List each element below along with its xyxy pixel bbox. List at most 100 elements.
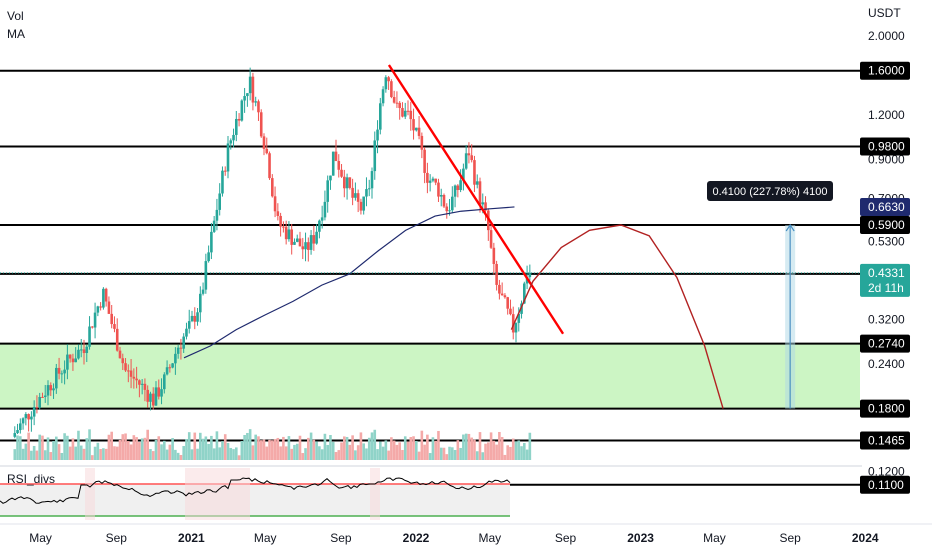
- vol-label[interactable]: Vol: [7, 9, 24, 23]
- volume-bar: [481, 452, 485, 460]
- candle-body: [415, 127, 418, 131]
- volume-bar: [312, 439, 316, 460]
- candle-body: [520, 303, 523, 314]
- volume-bar: [138, 442, 141, 460]
- volume-bar: [113, 446, 116, 460]
- trendline: [387, 64, 565, 335]
- volume-bar: [135, 437, 138, 460]
- volume-bar: [492, 440, 496, 460]
- candle-body: [523, 283, 526, 304]
- volume-bar: [140, 438, 144, 460]
- candle-body: [379, 103, 382, 130]
- candle-body: [495, 263, 498, 285]
- time-tick: Sep: [555, 531, 577, 545]
- support-zone: [0, 343, 860, 409]
- candle-body: [315, 231, 318, 244]
- volume-bar: [212, 448, 216, 460]
- volume-bar: [304, 448, 307, 460]
- candle-body: [187, 321, 191, 329]
- price-tick: 0.5300: [868, 235, 905, 249]
- time-axis[interactable]: May Sep 2021 May Sep 2022 May Sep 2023 May Sep 2024: [0, 523, 932, 545]
- candle-body: [201, 289, 205, 294]
- candle-body: [467, 153, 471, 156]
- candle-body: [176, 347, 180, 354]
- volume-bar: [442, 447, 446, 460]
- volume-bar: [13, 449, 17, 460]
- volume-bar: [143, 437, 147, 460]
- volume-bar: [248, 429, 252, 460]
- candle-body: [193, 315, 197, 322]
- candle-body: [511, 314, 515, 333]
- volume-bar: [279, 446, 282, 460]
- time-tick: 2023: [627, 531, 654, 545]
- candle-body: [323, 201, 327, 218]
- candle-body: [481, 202, 485, 205]
- time-tick: 2021: [178, 531, 205, 545]
- volume-bar: [193, 432, 197, 460]
- volume-bar: [102, 448, 105, 460]
- volume-bar: [35, 450, 39, 460]
- price-tick: 0.2400: [868, 357, 905, 371]
- horizontal-levels: [0, 69, 860, 486]
- candle-body: [420, 135, 424, 150]
- candle-body: [110, 313, 113, 325]
- volume-bar: [412, 436, 415, 460]
- candle-body: [309, 235, 313, 250]
- volume-bar: [32, 445, 36, 460]
- candle-body: [77, 349, 80, 359]
- candle-body: [428, 180, 432, 183]
- volume-bar: [295, 443, 299, 460]
- projection-arc: [510, 224, 724, 409]
- time-tick: May: [29, 531, 52, 545]
- volume-bar: [57, 444, 61, 460]
- candle-body: [426, 172, 429, 183]
- volume-bar: [215, 431, 219, 460]
- volume-bar: [127, 441, 130, 460]
- volume-bar: [185, 439, 188, 460]
- projection-range: 0.4100 (227.78%) 4100: [707, 181, 833, 409]
- candle-body: [215, 209, 219, 221]
- projection-arrow-head: [785, 223, 795, 232]
- volume-bar: [41, 435, 44, 460]
- volume-bar: [49, 452, 53, 460]
- candle-body: [370, 171, 374, 189]
- candle-body: [43, 395, 47, 397]
- candle-body: [251, 76, 255, 103]
- candle-body: [290, 229, 293, 245]
- volume-bar: [271, 440, 274, 460]
- volume-bar: [273, 439, 277, 460]
- volume-bar: [210, 435, 213, 460]
- volume-bar: [91, 455, 94, 460]
- candle-body: [439, 195, 443, 197]
- candle-body: [157, 387, 161, 397]
- candle-body: [514, 322, 518, 333]
- candle-body: [279, 215, 282, 227]
- volume-bar: [257, 436, 260, 460]
- volume-bar: [345, 436, 349, 460]
- candle-body: [71, 358, 75, 363]
- ma-label[interactable]: MA: [7, 27, 25, 41]
- currency-label: USDT: [868, 6, 901, 20]
- time-tick: Sep: [330, 531, 352, 545]
- candle-body: [301, 246, 305, 250]
- candle-body: [462, 168, 465, 181]
- rsi-label[interactable]: RSI_divs: [7, 472, 56, 486]
- candle-body: [298, 238, 302, 247]
- volume-bar: [409, 437, 413, 460]
- candle-body: [63, 369, 66, 374]
- candle-body: [171, 363, 174, 368]
- candle-body: [138, 380, 141, 385]
- volume-bar: [448, 446, 451, 460]
- volume-bar: [124, 433, 127, 460]
- volume-bar: [473, 439, 476, 460]
- moving-average: [183, 206, 515, 359]
- volume-bar: [223, 434, 227, 460]
- volume-bar: [426, 434, 429, 460]
- candle-body: [107, 301, 111, 314]
- volume-bar: [451, 447, 454, 460]
- level-price-label-bg: [860, 137, 910, 156]
- volume-bar: [528, 432, 532, 460]
- volume-bar: [43, 450, 47, 460]
